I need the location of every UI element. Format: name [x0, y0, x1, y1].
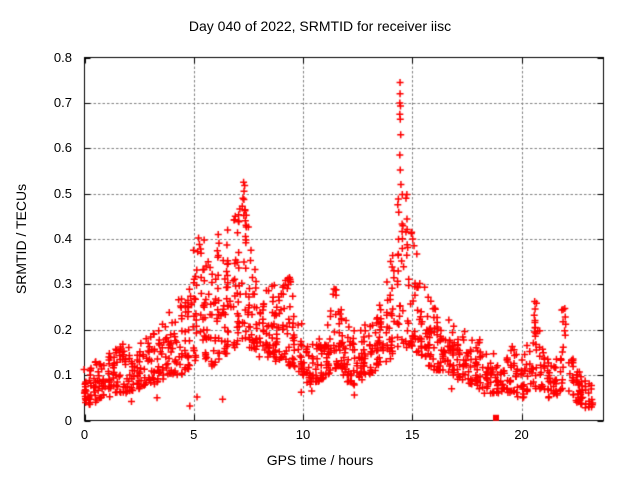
y-tick-label: 0.8 [53, 49, 72, 65]
y-tick-label: 0.6 [53, 140, 72, 156]
x-tick-label: 15 [405, 427, 420, 442]
x-axis-label: GPS time / hours [266, 452, 374, 468]
y-tick-label: 0.2 [53, 321, 72, 337]
y-tick-label: 0 [64, 412, 72, 428]
chart-title: Day 040 of 2022, SRMTID for receiver iis… [188, 18, 452, 34]
y-tick-label: 0.4 [53, 231, 72, 246]
x-tick-label: 5 [190, 427, 198, 442]
y-tick-label: 0.3 [53, 276, 72, 292]
x-tick-label: 0 [80, 427, 89, 442]
y-tick-label: 0.1 [53, 367, 72, 383]
y-tick-label: 0.5 [53, 185, 72, 201]
x-tick-label: 20 [514, 427, 529, 442]
y-tick-label: 0.7 [53, 94, 72, 110]
x-tick-label: 10 [295, 427, 311, 442]
